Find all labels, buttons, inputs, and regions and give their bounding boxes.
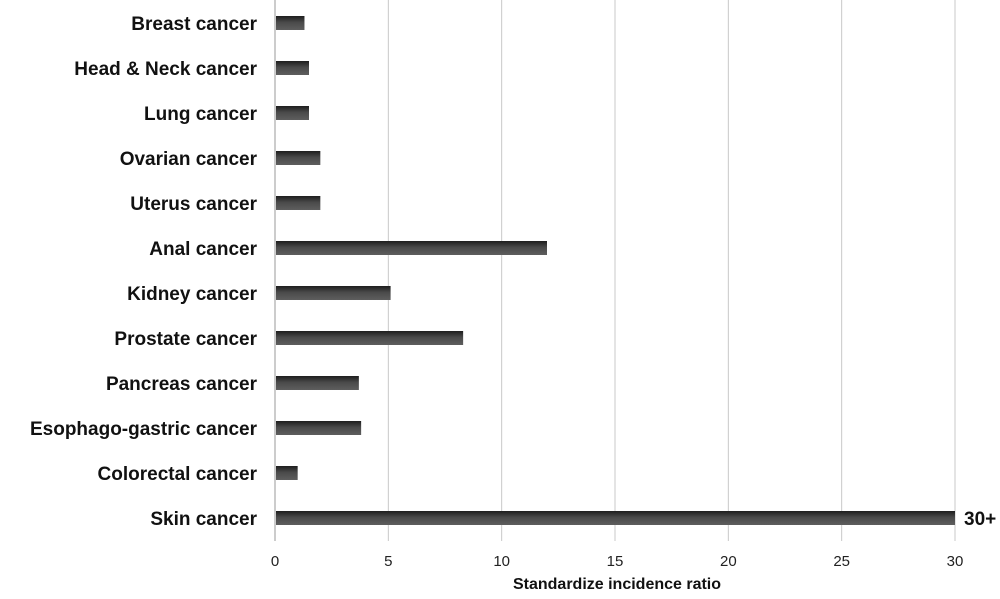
x-tick-label: 0 bbox=[271, 553, 279, 570]
category-label: Anal cancer bbox=[149, 239, 257, 260]
data-label: 30+ bbox=[964, 509, 996, 530]
category-labels: Breast cancer Head & Neck cancer Lung canc… bbox=[30, 14, 996, 530]
category-label: Skin cancer bbox=[150, 509, 257, 530]
x-tick-label: 15 bbox=[607, 553, 624, 570]
bar-head-neck-cancer bbox=[276, 61, 309, 75]
bars bbox=[276, 16, 955, 525]
x-tick-label: 30 bbox=[947, 553, 964, 570]
x-tick-label: 20 bbox=[720, 553, 737, 570]
x-tick-label: 10 bbox=[493, 553, 510, 570]
bar-ovarian-cancer bbox=[276, 151, 321, 165]
x-tick-label: 5 bbox=[384, 553, 392, 570]
bar-colorectal-cancer bbox=[276, 466, 298, 480]
category-label: Pancreas cancer bbox=[106, 374, 258, 395]
category-label: Breast cancer bbox=[131, 14, 257, 35]
bar-breast-cancer bbox=[276, 16, 305, 30]
category-label: Colorectal cancer bbox=[98, 464, 258, 485]
bar-skin-cancer bbox=[276, 511, 955, 525]
bar-pancreas-cancer bbox=[276, 376, 359, 390]
gridlines bbox=[274, 0, 956, 541]
category-label: Ovarian cancer bbox=[120, 149, 258, 170]
bar-esophago-gastric-cancer bbox=[276, 421, 362, 435]
bar-lung-cancer bbox=[276, 106, 309, 120]
category-label: Head & Neck cancer bbox=[74, 59, 257, 80]
category-label: Uterus cancer bbox=[130, 194, 257, 215]
bar-prostate-cancer bbox=[276, 331, 464, 345]
category-label: Lung cancer bbox=[144, 104, 258, 125]
x-axis-ticks: 0 5 10 15 20 25 30 bbox=[271, 553, 964, 570]
bar-anal-cancer bbox=[276, 241, 547, 255]
category-label: Prostate cancer bbox=[114, 329, 257, 350]
category-label: Esophago-gastric cancer bbox=[30, 419, 258, 440]
x-axis-title: Standardize incidence ratio bbox=[513, 576, 721, 593]
bar-kidney-cancer bbox=[276, 286, 391, 300]
x-tick-label: 25 bbox=[833, 553, 850, 570]
category-label: Kidney cancer bbox=[127, 284, 257, 305]
bar-uterus-cancer bbox=[276, 196, 321, 210]
